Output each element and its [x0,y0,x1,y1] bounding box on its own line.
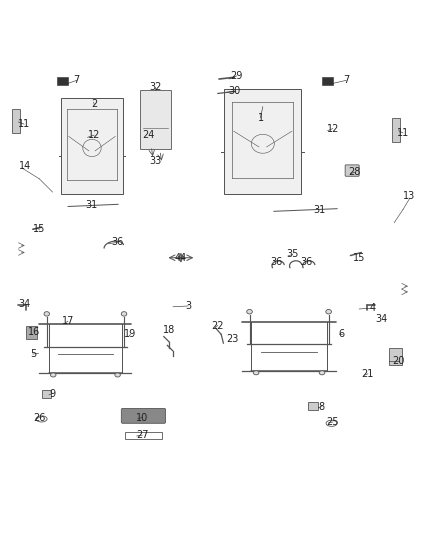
Text: 7: 7 [74,75,80,85]
Text: 13: 13 [403,191,416,201]
Text: 36: 36 [111,237,124,247]
Bar [308,402,318,410]
Bar [61,98,123,194]
Text: 34: 34 [18,298,30,309]
Text: 24: 24 [143,130,155,140]
Text: 9: 9 [49,389,56,399]
Text: 10: 10 [136,413,148,423]
Text: 20: 20 [392,356,405,366]
FancyBboxPatch shape [140,91,170,149]
Text: 35: 35 [286,249,299,259]
Text: 27: 27 [136,430,148,440]
Text: 12: 12 [88,130,100,140]
Text: 31: 31 [85,200,97,210]
Text: 28: 28 [349,167,361,177]
Ellipse shape [253,371,259,375]
Bar [57,77,68,85]
Text: 17: 17 [62,316,74,326]
Text: 21: 21 [362,369,374,379]
Ellipse shape [121,312,127,316]
Text: 25: 25 [327,417,339,427]
Text: 44: 44 [175,253,187,263]
Text: 36: 36 [300,257,313,267]
Text: 11: 11 [397,128,409,138]
Ellipse shape [247,310,252,314]
FancyBboxPatch shape [121,408,166,423]
Text: 3: 3 [185,301,191,311]
Ellipse shape [50,373,56,377]
FancyBboxPatch shape [345,165,359,176]
Bar [392,118,400,142]
Text: 31: 31 [314,205,326,215]
Text: 1: 1 [258,112,264,123]
Bar [125,432,162,439]
Text: 34: 34 [375,314,387,324]
Text: 7: 7 [343,75,349,85]
Text: 36: 36 [270,257,282,267]
Text: 8: 8 [319,402,325,411]
Text: 2: 2 [91,100,97,109]
Text: 14: 14 [19,161,32,171]
Text: 18: 18 [162,325,175,335]
Ellipse shape [44,312,49,316]
Bar [322,77,333,85]
Bar [42,390,51,398]
Text: 33: 33 [149,156,162,166]
Text: 26: 26 [33,413,46,423]
Text: 12: 12 [327,124,339,134]
Text: 4: 4 [369,303,375,313]
Text: 32: 32 [149,82,162,92]
Ellipse shape [326,310,332,314]
Text: 6: 6 [339,329,345,340]
Text: 5: 5 [30,349,36,359]
Text: 16: 16 [28,327,40,337]
Bar [12,109,20,133]
Bar [224,89,301,194]
Ellipse shape [115,373,120,377]
Text: 15: 15 [33,224,46,235]
Bar [26,326,37,339]
Text: 22: 22 [212,321,224,330]
Text: 15: 15 [353,253,365,263]
Text: 30: 30 [228,86,240,96]
Text: 19: 19 [124,329,137,340]
Text: 29: 29 [230,71,243,81]
Bar [389,348,402,365]
Text: 23: 23 [226,334,238,344]
Ellipse shape [319,371,325,375]
Text: 11: 11 [18,119,30,129]
